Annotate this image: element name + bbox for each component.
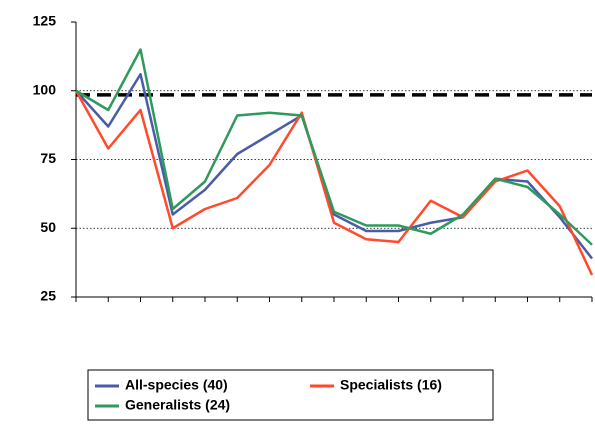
y-tick-label: 125 bbox=[33, 13, 57, 29]
y-tick-label: 75 bbox=[40, 150, 56, 166]
series-line bbox=[75, 73, 593, 260]
legend-box bbox=[87, 369, 494, 421]
y-tick-label: 50 bbox=[40, 219, 56, 235]
legend-label: Generalists (24) bbox=[125, 397, 230, 413]
legend-label: All-species (40) bbox=[125, 377, 228, 393]
legend-label: Specialists (16) bbox=[340, 377, 442, 393]
series-line bbox=[75, 48, 593, 246]
y-tick-label: 25 bbox=[40, 288, 56, 304]
y-tick-label: 100 bbox=[33, 81, 57, 97]
series-line bbox=[74, 90, 594, 276]
